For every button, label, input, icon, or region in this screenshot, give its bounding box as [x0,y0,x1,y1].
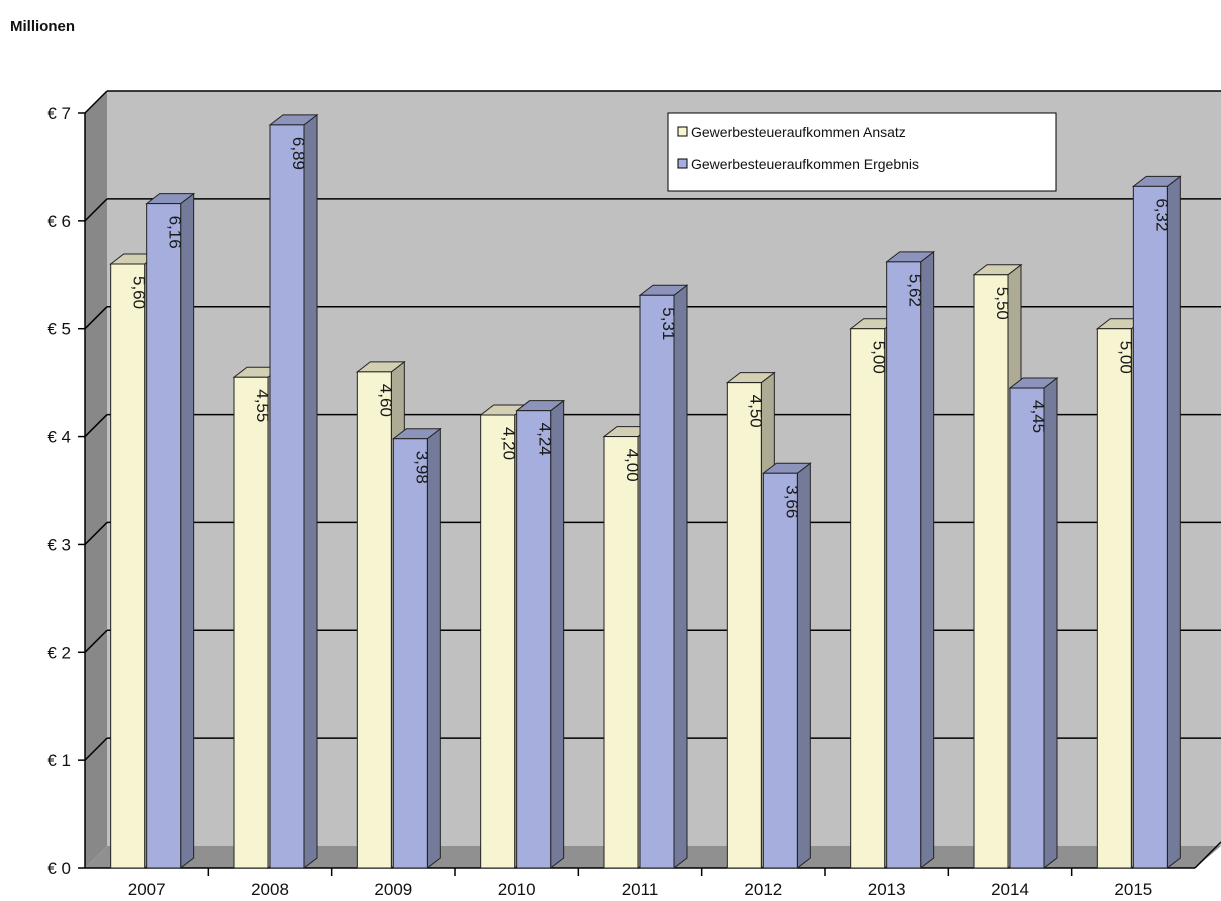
legend-swatch [677,126,688,137]
data-label: 5,50 [993,287,1012,320]
x-tick-label: 2015 [1114,880,1152,899]
data-label: 6,32 [1152,198,1171,231]
y-tick-label: € 4 [47,428,71,447]
y-tick-label: € 2 [47,643,71,662]
unit-label: Millionen [10,18,75,35]
bar-ergebnis-2013: 5,62 [885,250,936,870]
bar-ergebnis-2015: 6,32 [1131,175,1182,870]
gridline-side [84,306,108,330]
bar-ergebnis-2014: 4,45 [1008,377,1059,870]
bar-ergebnis-2011: 5,31 [638,284,689,870]
floor-edge [1194,841,1221,869]
data-label: 5,60 [130,276,149,309]
data-label: 5,31 [659,307,678,340]
data-label: 5,00 [1116,341,1135,374]
bar-ergebnis-2010: 4,24 [515,399,566,870]
data-label: 5,00 [870,341,889,374]
data-label: 4,55 [253,389,272,422]
x-tick-label: 2009 [374,880,412,899]
x-tick-label: 2010 [498,880,536,899]
y-tick-label: € 5 [47,320,71,339]
gridline-side [84,737,108,761]
side-wall [85,91,107,868]
data-label: 6,89 [289,137,308,170]
x-tick-label: 2007 [128,880,166,899]
data-label: 5,62 [906,274,925,307]
gridline-side [84,414,108,438]
data-label: 4,24 [536,423,555,456]
legend: Gewerbesteueraufkommen Ansatz Gewerbesteu… [667,112,1057,192]
gridline-side [84,629,108,653]
bar-ergebnis-2012: 3,66 [761,462,812,870]
gridline-side [84,521,108,545]
bar-ergebnis-2007: 6,16 [145,192,196,870]
legend-swatch [677,158,688,169]
bars: 5,60 6,16 4,55 6,89 4,60 3,98 4,20 4,24 4,00 5,31… [109,113,1182,870]
y-tick-label: € 3 [47,535,71,554]
data-label: 4,60 [376,384,395,417]
legend-box [667,112,1057,192]
x-tick-label: 2012 [744,880,782,899]
legend-item: Gewerbesteueraufkommen Ansatz [677,124,906,140]
data-label: 4,00 [623,449,642,482]
data-label: 4,50 [746,395,765,428]
y-tick-label: € 1 [47,751,71,770]
data-label: 6,16 [166,216,185,249]
bar-ergebnis-2008: 6,89 [268,113,319,870]
x-tick-label: 2014 [991,880,1029,899]
data-label: 4,20 [500,427,519,460]
gridline-side [84,90,108,114]
y-tick-label: € 7 [47,104,71,123]
x-tick-label: 2008 [251,880,289,899]
data-label: 3,66 [782,485,801,518]
data-label: 4,45 [1029,400,1048,433]
gridline-side [84,198,108,222]
y-tick-label: € 0 [47,859,71,878]
x-tick-label: 2013 [868,880,906,899]
y-tick-label: € 6 [47,212,71,231]
y-tick-labels: € 0 € 1 € 2 € 3 € 4 € 5 € 6 € 7 [47,104,71,878]
legend-item: Gewerbesteueraufkommen Ergebnis [677,156,919,172]
bar-ergebnis-2009: 3,98 [391,427,442,870]
x-tick-labels: 2007 2008 2009 2010 2011 2012 2013 2014 2015 [128,880,1152,899]
legend-label: Gewerbesteueraufkommen Ansatz [691,124,906,140]
x-tick-label: 2011 [622,880,659,899]
legend-label: Gewerbesteueraufkommen Ergebnis [691,156,919,172]
data-label: 3,98 [412,451,431,484]
